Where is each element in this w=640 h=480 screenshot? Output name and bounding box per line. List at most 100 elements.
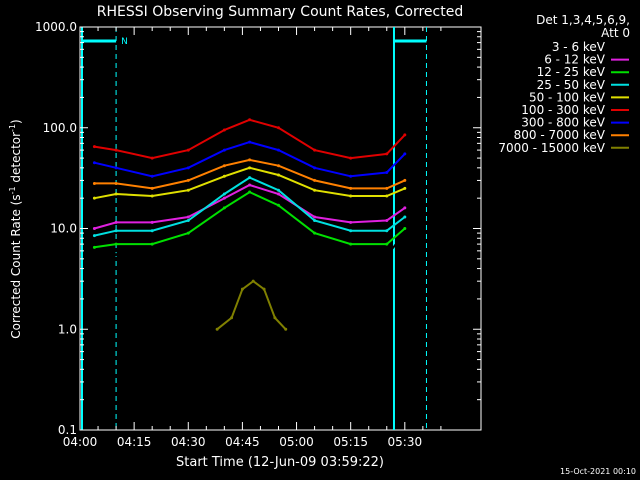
- plot-border: [79, 26, 482, 431]
- legend-label: 300 - 800 keV: [521, 116, 605, 130]
- data-point: [222, 192, 226, 196]
- x-tick-label: 04:00: [63, 435, 98, 449]
- data-point: [349, 194, 353, 198]
- data-point: [114, 242, 118, 246]
- data-point: [385, 194, 389, 198]
- data-point: [186, 188, 190, 192]
- x-tick-label: 05:15: [333, 435, 368, 449]
- data-point: [150, 194, 154, 198]
- data-point: [403, 231, 407, 235]
- legend-label: 800 - 7000 keV: [514, 128, 606, 142]
- x-axis-label: Start Time (12-Jun-09 03:59:22): [176, 455, 384, 470]
- data-point: [385, 170, 389, 174]
- data-point: [403, 186, 407, 190]
- data-point: [313, 245, 317, 249]
- data-point: [403, 206, 407, 210]
- legend-label: 6 - 12 keV: [544, 53, 606, 67]
- data-point: [403, 133, 407, 137]
- data-point: [276, 173, 280, 177]
- data-point: [313, 219, 317, 223]
- data-point: [114, 229, 118, 233]
- y-tick-label: 0.1: [58, 423, 77, 437]
- data-point: [92, 145, 96, 149]
- data-point: [186, 219, 190, 223]
- data-point: [92, 227, 96, 230]
- data-point: [248, 158, 252, 162]
- data-point: [385, 186, 389, 190]
- data-point: [385, 229, 389, 233]
- data-point: [150, 253, 154, 257]
- y-axis-label: Corrected Count Rate (s-1 detector-1): [8, 119, 23, 338]
- data-point: [222, 206, 226, 210]
- y-axis-label-sup2: -1: [8, 124, 17, 132]
- chart-title: RHESSI Observing Summary Count Rates, Co…: [97, 4, 463, 20]
- data-point: [150, 174, 154, 178]
- data-point: [92, 161, 96, 165]
- data-point: [248, 118, 252, 122]
- data-point: [313, 178, 317, 182]
- data-point: [222, 128, 226, 132]
- data-point: [248, 203, 252, 207]
- data-point: [248, 176, 252, 180]
- data-point: [276, 215, 280, 219]
- data-point: [248, 183, 252, 187]
- data-point: [222, 174, 226, 178]
- x-tick-label: 04:45: [225, 435, 260, 449]
- data-point: [276, 188, 280, 192]
- data-point: [276, 203, 280, 207]
- series-line: [94, 118, 406, 160]
- legend-label: 100 - 300 keV: [521, 103, 605, 117]
- data-point: [273, 316, 277, 320]
- data-point: [385, 253, 389, 257]
- data-point: [403, 152, 407, 156]
- series-line: [94, 190, 406, 249]
- data-point: [215, 327, 219, 331]
- data-point: [385, 152, 389, 156]
- data-point: [186, 166, 190, 170]
- data-point: [276, 192, 280, 196]
- data-point: [114, 181, 118, 185]
- data-point: [349, 242, 353, 246]
- data-point: [240, 287, 244, 291]
- annotation-night: N: [121, 37, 128, 47]
- data-point: [222, 164, 226, 168]
- x-tick-label: 05:30: [388, 435, 423, 449]
- data-point: [403, 215, 407, 219]
- data-point: [186, 215, 190, 219]
- footer-timestamp: 15-Oct-2021 00:10: [560, 467, 636, 476]
- legend-header-line-1: Det 1,3,4,5,6,9,: [536, 13, 630, 27]
- y-axis-label-sup1: -1: [8, 186, 17, 194]
- data-point: [230, 316, 234, 320]
- x-tick-label: 04:15: [117, 435, 152, 449]
- data-point: [385, 219, 389, 223]
- data-point: [186, 245, 190, 249]
- data-point: [248, 190, 252, 194]
- data-point: [276, 126, 280, 130]
- y-tick-label: 10.0: [50, 222, 77, 236]
- data-point: [92, 196, 96, 200]
- data-point: [222, 219, 226, 223]
- legend-label: 25 - 50 keV: [537, 78, 606, 92]
- data-point: [222, 148, 226, 152]
- data-point: [150, 186, 154, 190]
- legend-header-line-2: Att 0: [601, 26, 630, 40]
- data-point: [284, 327, 288, 331]
- data-point: [276, 164, 280, 168]
- data-point: [349, 186, 353, 190]
- data-point: [276, 148, 280, 152]
- data-point: [262, 287, 266, 291]
- data-point: [385, 242, 389, 246]
- legend-label: 50 - 100 keV: [529, 90, 606, 104]
- data-point: [349, 254, 353, 258]
- data-point: [403, 178, 407, 182]
- data-point: [150, 220, 154, 224]
- data-point: [92, 181, 96, 185]
- data-point: [349, 220, 353, 224]
- x-tick-label: 04:30: [171, 435, 206, 449]
- y-axis-label-mid: detector: [9, 132, 23, 187]
- data-point: [313, 148, 317, 152]
- data-point: [114, 253, 118, 257]
- y-axis-label-end: ): [9, 119, 23, 124]
- data-point: [313, 166, 317, 170]
- data-point: [248, 140, 252, 144]
